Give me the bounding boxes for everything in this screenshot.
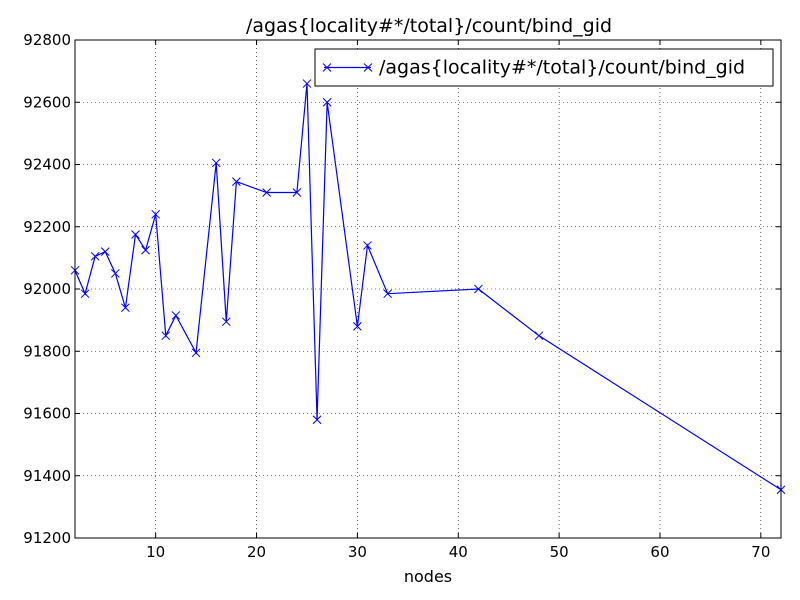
legend-label: /agas{locality#*/total}/count/bind_gid	[379, 57, 745, 79]
y-tick-label: 91600	[23, 405, 71, 423]
x-tick-label: 60	[650, 543, 669, 561]
data-point	[91, 252, 99, 260]
data-point	[142, 246, 150, 254]
grid-lines	[75, 40, 781, 538]
y-tick-label: 91800	[23, 342, 71, 360]
data-point	[81, 290, 89, 298]
series-layer	[71, 80, 785, 494]
axis-ticks: 10 20 30 40 50 60 70 91200 91400 91600 91800 92000 9…	[23, 31, 781, 561]
y-tick-label: 91400	[23, 467, 71, 485]
series-line	[75, 84, 781, 490]
y-tick-label: 91200	[23, 529, 71, 547]
x-tick-label: 70	[751, 543, 770, 561]
x-tick-label: 50	[550, 543, 569, 561]
y-tick-label: 92400	[23, 156, 71, 174]
x-tick-label: 40	[449, 543, 468, 561]
x-tick-label: 20	[247, 543, 266, 561]
legend: /agas{locality#*/total}/count/bind_gid	[315, 49, 773, 86]
x-tick-label: 10	[146, 543, 165, 561]
data-point	[111, 269, 119, 277]
data-point	[172, 311, 180, 319]
y-tick-label: 92600	[23, 93, 71, 111]
chart-title: /agas{locality#*/total}/count/bind_gid	[246, 15, 612, 37]
data-point	[101, 248, 109, 256]
y-tick-label: 92000	[23, 280, 71, 298]
y-tick-label: 92800	[23, 31, 71, 49]
y-tick-label: 92200	[23, 218, 71, 236]
x-axis-label: nodes	[404, 567, 452, 586]
x-tick-label: 30	[348, 543, 367, 561]
data-point	[535, 332, 543, 340]
